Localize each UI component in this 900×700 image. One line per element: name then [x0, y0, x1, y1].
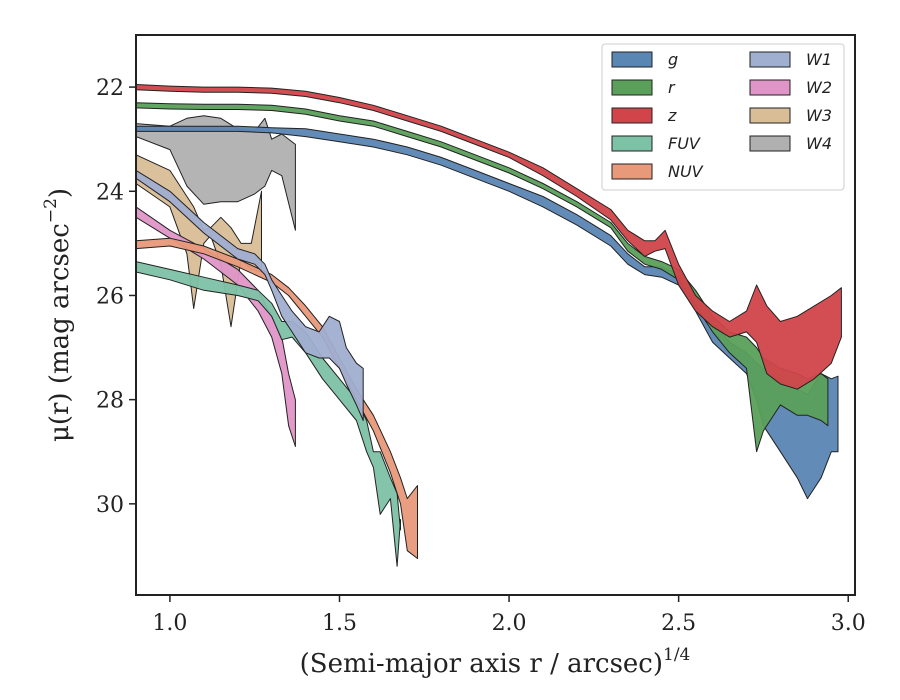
legend-label: NUV [668, 162, 704, 181]
legend-swatch [749, 51, 791, 68]
legend-label: W1 [806, 50, 832, 69]
legend-item-w1: W1 [749, 50, 832, 69]
series-band-w1 [136, 169, 364, 421]
x-tick-label: 3.0 [831, 611, 866, 636]
legend-item-z: z [611, 106, 677, 125]
series-band-fuv [136, 261, 401, 567]
legend-swatch [749, 135, 791, 152]
legend-item-r: r [611, 78, 676, 97]
legend-label: FUV [668, 134, 701, 153]
legend-label: W2 [806, 78, 832, 97]
x-axis: 1.0 1.5 2.0 2.5 3.0 [152, 595, 866, 636]
legend-swatch [611, 135, 653, 152]
legend-swatch [749, 79, 791, 96]
legend: grz FUV NUV W1 W2 W3 W4 [601, 43, 845, 191]
x-tick-label: 1.0 [152, 611, 187, 636]
y-axis-label: μ(r) (mag arcsec−2) [41, 188, 75, 442]
series-band-r [136, 102, 829, 453]
series-band-nuv [136, 237, 418, 559]
x-tick-label: 1.5 [322, 611, 357, 636]
legend-swatch [749, 107, 791, 124]
y-tick-label: 26 [96, 284, 124, 309]
series-band-w2 [136, 206, 296, 447]
y-tick-label: 30 [96, 493, 124, 518]
x-axis-label: (Semi-major axis r / arcsec)1/4 [300, 645, 691, 679]
x-tick-label: 2.0 [492, 611, 527, 636]
legend-swatch [611, 107, 653, 124]
legend-label: g [668, 50, 678, 69]
legend-swatch [611, 79, 653, 96]
legend-swatch [611, 51, 653, 68]
series-band-z [136, 84, 842, 390]
legend-item-nuv: NUV [611, 162, 704, 181]
legend-item-w4: W4 [749, 134, 832, 153]
legend-label: z [667, 106, 677, 125]
y-tick-label: 22 [96, 76, 124, 101]
legend-item-w3: W3 [749, 106, 832, 125]
legend-item-w2: W2 [749, 78, 832, 97]
series-bands [136, 84, 842, 567]
plot-frame [135, 34, 856, 596]
legend-label: W3 [806, 106, 832, 125]
legend-label: W4 [806, 134, 832, 153]
legend-swatch [611, 163, 653, 180]
y-tick-label: 24 [96, 180, 124, 205]
legend-item-g: g [611, 50, 678, 69]
series-band-w4 [136, 115, 296, 231]
legend-label: r [668, 78, 676, 97]
y-axis: 22 24 26 28 30 [96, 76, 136, 518]
legend-item-fuv: FUV [611, 134, 701, 153]
x-tick-label: 2.5 [661, 611, 696, 636]
y-tick-label: 28 [96, 389, 124, 414]
